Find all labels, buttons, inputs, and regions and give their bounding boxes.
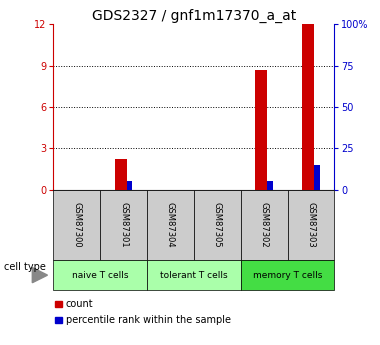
Text: GSM87303: GSM87303: [306, 202, 315, 248]
Bar: [115, 159, 127, 190]
Text: memory T cells: memory T cells: [253, 270, 322, 280]
Bar: [255, 70, 267, 190]
Bar: [314, 165, 320, 190]
Text: GSM87304: GSM87304: [166, 202, 175, 248]
Text: GSM87305: GSM87305: [213, 202, 222, 248]
Title: GDS2327 / gnf1m17370_a_at: GDS2327 / gnf1m17370_a_at: [92, 9, 296, 23]
Text: cell type: cell type: [4, 262, 46, 272]
Bar: [127, 181, 132, 190]
Bar: [267, 181, 273, 190]
Text: GSM87300: GSM87300: [72, 202, 81, 248]
Text: GSM87302: GSM87302: [260, 202, 269, 248]
Text: naive T cells: naive T cells: [72, 270, 128, 280]
Text: tolerant T cells: tolerant T cells: [160, 270, 228, 280]
Polygon shape: [32, 268, 48, 283]
Text: count: count: [66, 299, 93, 309]
Text: GSM87301: GSM87301: [119, 202, 128, 248]
Bar: [302, 24, 314, 190]
Text: percentile rank within the sample: percentile rank within the sample: [66, 315, 231, 325]
